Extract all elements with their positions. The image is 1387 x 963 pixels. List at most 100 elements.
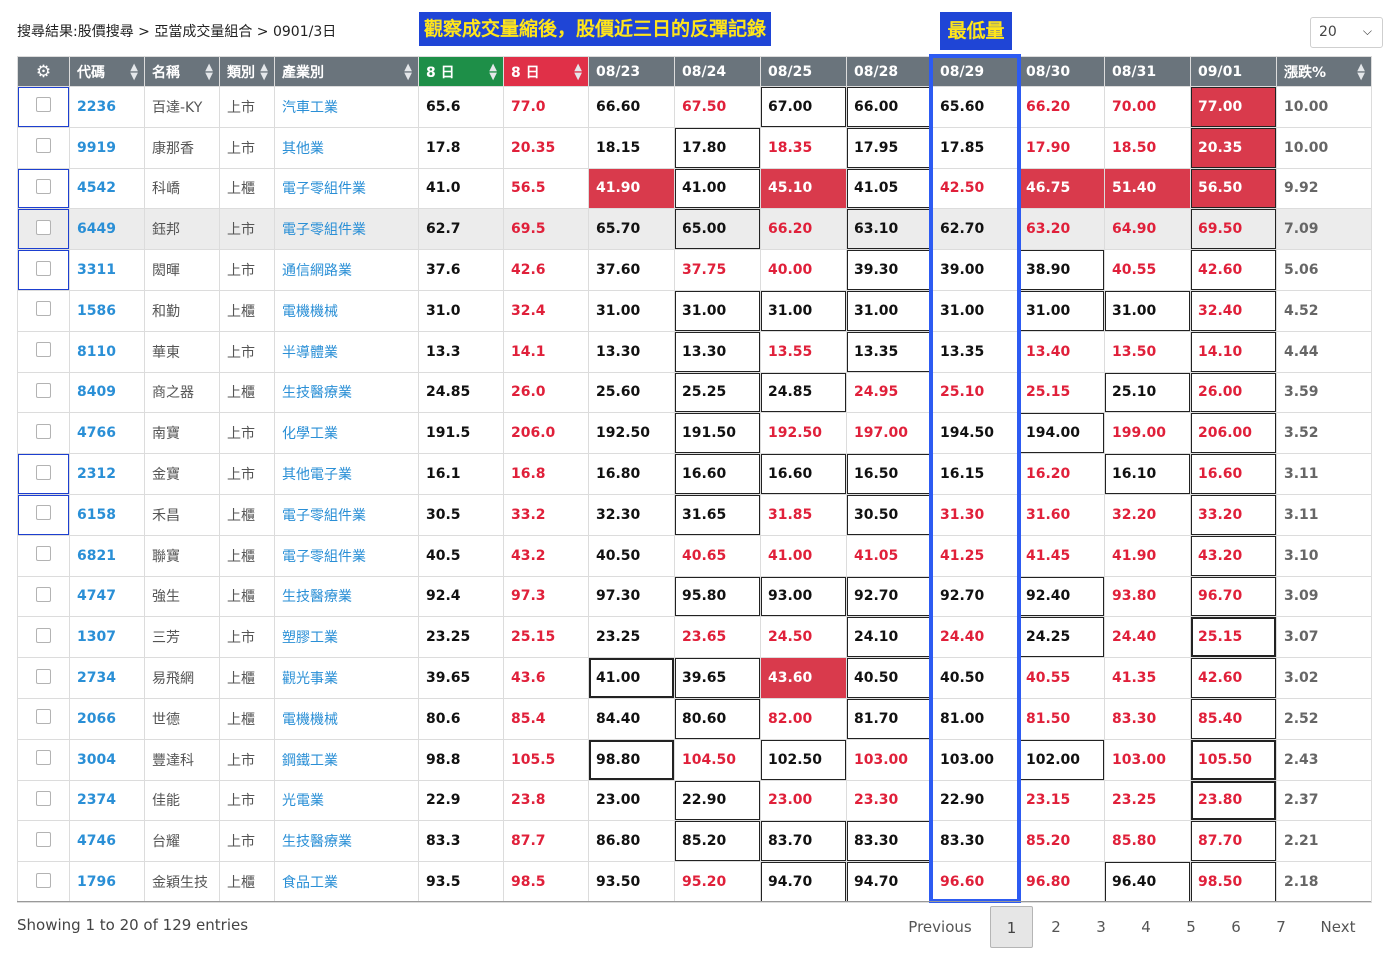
- row-checkbox[interactable]: [36, 382, 51, 398]
- pagination-page-1[interactable]: 1: [990, 906, 1033, 948]
- stock-code-link[interactable]: 4746: [69, 820, 145, 863]
- row-select-cell[interactable]: [17, 616, 70, 659]
- row-select-cell[interactable]: [17, 575, 70, 618]
- pagination-page-7[interactable]: 7: [1276, 918, 1286, 936]
- industry-link[interactable]: 通信網路業: [274, 249, 419, 291]
- row-select-cell[interactable]: [17, 779, 70, 822]
- pagination-page-2[interactable]: 2: [1051, 918, 1061, 936]
- table-row[interactable]: 6449 鈺邦 上市 電子零組件業 62.7 69.5 65.70 65.00 66.20 63.…: [17, 208, 1372, 251]
- table-row[interactable]: 4746 台耀 上市 生技醫療業 83.3 87.7 86.80 85.20 83.70 83.3…: [17, 820, 1372, 863]
- industry-link[interactable]: 生技醫療業: [274, 820, 419, 863]
- row-checkbox[interactable]: [36, 627, 51, 643]
- pagination-previous[interactable]: Previous: [908, 918, 972, 936]
- row-select-cell[interactable]: [17, 167, 70, 210]
- row-checkbox[interactable]: [36, 423, 51, 439]
- stock-code-link[interactable]: 8409: [69, 371, 145, 414]
- table-row[interactable]: 4542 科嶠 上櫃 電子零組件業 41.0 56.5 41.90 41.00 45.10 41.…: [17, 167, 1372, 210]
- row-select-cell[interactable]: [17, 371, 70, 414]
- row-select-cell[interactable]: [17, 534, 70, 577]
- row-checkbox[interactable]: [36, 505, 51, 521]
- industry-link[interactable]: 半導體業: [274, 330, 419, 373]
- industry-link[interactable]: 生技醫療業: [274, 575, 419, 618]
- stock-code-link[interactable]: 2236: [69, 86, 145, 128]
- row-select-cell[interactable]: [17, 738, 70, 781]
- row-select-cell[interactable]: [17, 208, 70, 251]
- col-name[interactable]: 名稱 ▲ ▼: [144, 56, 220, 87]
- industry-link[interactable]: 光電業: [274, 779, 419, 822]
- col-change-pct[interactable]: 漲跌% ▲ ▼: [1276, 56, 1372, 87]
- row-checkbox[interactable]: [36, 750, 51, 766]
- industry-link[interactable]: 其他電子業: [274, 453, 419, 495]
- row-select-cell[interactable]: [17, 412, 70, 455]
- row-checkbox[interactable]: [36, 464, 51, 480]
- row-select-cell[interactable]: [17, 453, 70, 495]
- col-industry[interactable]: 產業別 ▲ ▼: [274, 56, 419, 87]
- stock-code-link[interactable]: 8110: [69, 330, 145, 373]
- stock-code-link[interactable]: 1586: [69, 289, 145, 332]
- settings-gear-icon[interactable]: ⚙: [17, 56, 70, 87]
- row-checkbox[interactable]: [36, 790, 51, 806]
- industry-link[interactable]: 生技醫療業: [274, 371, 419, 414]
- stock-code-link[interactable]: 3311: [69, 249, 145, 291]
- table-row[interactable]: 1586 和勤 上櫃 電機機械 31.0 32.4 31.00 31.00 31.00 31.00…: [17, 289, 1372, 332]
- industry-link[interactable]: 其他業: [274, 126, 419, 169]
- industry-link[interactable]: 觀光事業: [274, 657, 419, 699]
- industry-link[interactable]: 電子零組件業: [274, 534, 419, 577]
- row-checkbox[interactable]: [36, 546, 51, 562]
- industry-link[interactable]: 電機機械: [274, 289, 419, 332]
- table-row[interactable]: 4747 強生 上櫃 生技醫療業 92.4 97.3 97.30 95.80 93.00 92.7…: [17, 575, 1372, 618]
- col-8day-high[interactable]: 8 日 ▲ ▼: [503, 56, 589, 87]
- page-size-select[interactable]: 20 ⌵: [1310, 17, 1383, 48]
- table-row[interactable]: 1796 金穎生技 上櫃 食品工業 93.5 98.5 93.50 95.20 94.70 94.…: [17, 861, 1372, 903]
- industry-link[interactable]: 電機機械: [274, 697, 419, 740]
- row-select-cell[interactable]: [17, 697, 70, 740]
- pagination-page-4[interactable]: 4: [1141, 918, 1151, 936]
- industry-link[interactable]: 汽車工業: [274, 86, 419, 128]
- row-select-cell[interactable]: [17, 126, 70, 169]
- table-row[interactable]: 6158 禾昌 上櫃 電子零組件業 30.5 33.2 32.30 31.65 31.85 30.…: [17, 493, 1372, 536]
- col-code[interactable]: 代碼 ▲ ▼: [69, 56, 145, 87]
- industry-link[interactable]: 電子零組件業: [274, 493, 419, 536]
- row-checkbox[interactable]: [36, 178, 51, 194]
- table-row[interactable]: 8409 商之器 上櫃 生技醫療業 24.85 26.0 25.60 25.25 24.85 24…: [17, 371, 1372, 414]
- table-row[interactable]: 2374 佳能 上市 光電業 22.9 23.8 23.00 22.90 23.00 23.30 2…: [17, 779, 1372, 822]
- stock-code-link[interactable]: 4747: [69, 575, 145, 618]
- row-checkbox[interactable]: [36, 342, 51, 358]
- pagination-page-3[interactable]: 3: [1096, 918, 1106, 936]
- row-checkbox[interactable]: [36, 219, 51, 235]
- stock-code-link[interactable]: 9919: [69, 126, 145, 169]
- row-select-cell[interactable]: [17, 86, 70, 128]
- stock-code-link[interactable]: 6158: [69, 493, 145, 536]
- row-checkbox[interactable]: [36, 301, 51, 317]
- row-checkbox[interactable]: [36, 97, 51, 113]
- table-row[interactable]: 2734 易飛網 上櫃 觀光事業 39.65 43.6 41.00 39.65 43.60 40.…: [17, 657, 1372, 699]
- stock-code-link[interactable]: 2374: [69, 779, 145, 822]
- table-row[interactable]: 4766 南寶 上市 化學工業 191.5 206.0 192.50 191.50 192.50…: [17, 412, 1372, 455]
- table-row[interactable]: 6821 聯寶 上櫃 電子零組件業 40.5 43.2 40.50 40.65 41.00 41.…: [17, 534, 1372, 577]
- col-8day-low[interactable]: 8 日 ▲ ▼: [418, 56, 504, 87]
- table-row[interactable]: 2236 百達-KY 上市 汽車工業 65.6 77.0 66.60 67.50 67.00 66…: [17, 86, 1372, 128]
- pagination-page-5[interactable]: 5: [1186, 918, 1196, 936]
- industry-link[interactable]: 食品工業: [274, 861, 419, 903]
- table-row[interactable]: 3311 閎暉 上市 通信網路業 37.6 42.6 37.60 37.75 40.00 39.3…: [17, 249, 1372, 291]
- stock-code-link[interactable]: 1796: [69, 861, 145, 903]
- stock-code-link[interactable]: 6449: [69, 208, 145, 251]
- row-checkbox[interactable]: [36, 260, 51, 276]
- table-row[interactable]: 2312 金寶 上市 其他電子業 16.1 16.8 16.80 16.60 16.60 16.5…: [17, 453, 1372, 495]
- row-checkbox[interactable]: [36, 709, 51, 725]
- table-row[interactable]: 3004 豐達科 上市 鋼鐵工業 98.8 105.5 98.80 104.50 102.50 1…: [17, 738, 1372, 781]
- row-select-cell[interactable]: [17, 330, 70, 373]
- table-row[interactable]: 8110 華東 上市 半導體業 13.3 14.1 13.30 13.30 13.55 13.35…: [17, 330, 1372, 373]
- col-market[interactable]: 類別 ▲ ▼: [219, 56, 275, 87]
- industry-link[interactable]: 電子零組件業: [274, 167, 419, 210]
- stock-code-link[interactable]: 4766: [69, 412, 145, 455]
- industry-link[interactable]: 塑膠工業: [274, 616, 419, 659]
- row-checkbox[interactable]: [36, 586, 51, 602]
- industry-link[interactable]: 化學工業: [274, 412, 419, 455]
- stock-code-link[interactable]: 1307: [69, 616, 145, 659]
- stock-code-link[interactable]: 3004: [69, 738, 145, 781]
- table-row[interactable]: 9919 康那香 上市 其他業 17.8 20.35 18.15 17.80 18.35 17.9…: [17, 126, 1372, 169]
- table-row[interactable]: 1307 三芳 上市 塑膠工業 23.25 25.15 23.25 23.65 24.50 24.…: [17, 616, 1372, 659]
- row-checkbox[interactable]: [36, 831, 51, 847]
- stock-code-link[interactable]: 4542: [69, 167, 145, 210]
